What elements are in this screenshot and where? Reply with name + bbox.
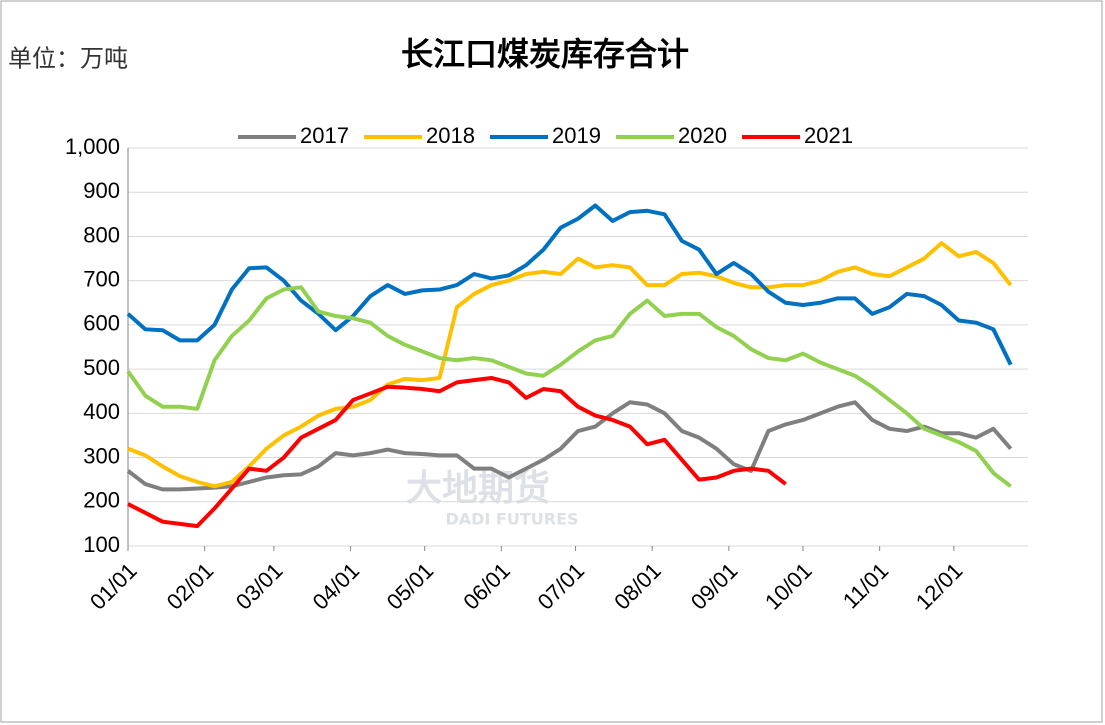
- y-tick-label: 600: [83, 311, 120, 336]
- unit-label: 单位：万吨: [8, 45, 128, 73]
- y-tick-label: 100: [83, 532, 120, 557]
- chart-title: 长江口煤炭库存合计: [401, 35, 689, 73]
- y-tick-label: 800: [83, 222, 120, 247]
- legend-label: 2020: [678, 123, 727, 148]
- y-tick-label: 200: [83, 488, 120, 513]
- series-line: [127, 241, 1013, 489]
- legend-label: 2019: [552, 123, 601, 148]
- y-tick-label: 500: [83, 355, 120, 380]
- y-tick-label: 900: [83, 178, 120, 203]
- series-line: [126, 285, 1012, 488]
- series-line: [126, 400, 1013, 492]
- series-line: [127, 375, 787, 529]
- legend-label: 2017: [300, 123, 349, 148]
- watermark-sub: DADI FUTURES: [445, 510, 578, 529]
- series-line: [126, 203, 1013, 366]
- y-tick-label: 400: [83, 399, 120, 424]
- watermark: 大地期货: [406, 468, 550, 509]
- legend-label: 2018: [426, 123, 475, 148]
- y-tick-label: 300: [83, 443, 120, 468]
- y-tick-label: 700: [83, 266, 120, 291]
- y-tick-label: 1,000: [65, 134, 120, 159]
- legend-label: 2021: [804, 123, 853, 148]
